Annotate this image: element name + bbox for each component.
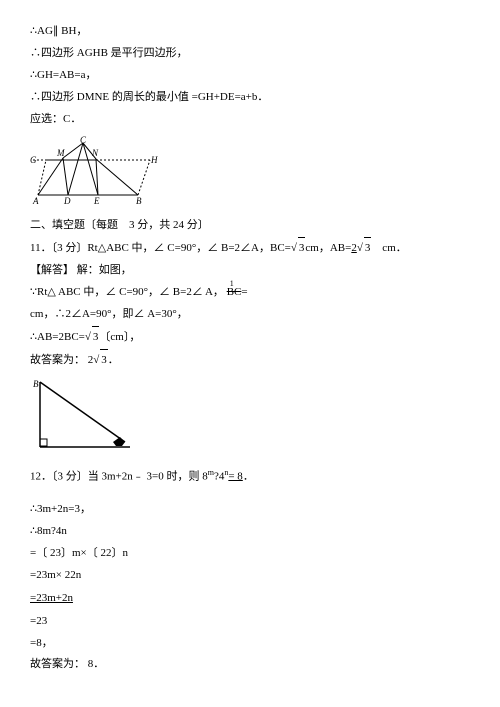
fig1-label-C: C bbox=[80, 135, 87, 145]
sol11-head: 【解答】 解：如图， bbox=[30, 260, 470, 281]
section-2-title: 二、填空题〔每题 3 分，共 24 分〕 bbox=[30, 215, 470, 236]
q11-text: 11．〔3 分〕Rt△ABC 中，∠ C=90°，∠ B=2∠A，BC=3cm，… bbox=[30, 237, 470, 259]
fig1-label-M: M bbox=[56, 148, 65, 158]
sol12-l2: ∴8m?4n bbox=[30, 521, 470, 542]
figure-parallelogram: G C M N H A D E B bbox=[30, 135, 470, 205]
q12-answer: = 8 bbox=[228, 470, 242, 482]
proof-answer: 应选：C． bbox=[30, 109, 470, 130]
q11-mid: cm，AB= bbox=[305, 242, 351, 254]
figure-right-triangle: B bbox=[30, 377, 470, 457]
q11-answer-blank: 23 bbox=[351, 242, 371, 254]
sol11-l4a: 故答案为： 2 bbox=[30, 354, 93, 366]
sol12-l4: =23m× 22n bbox=[30, 565, 470, 586]
q11-ans-sqrt3: 3 bbox=[364, 237, 372, 259]
sol11-l4b: 3 bbox=[100, 349, 108, 371]
proof-line-4: ∴四边形 DMNE 的周长的最小值 =GH+DE=a+b． bbox=[30, 87, 470, 108]
fig1-label-G: G bbox=[30, 155, 37, 165]
sol11-bc-struck: 1BC bbox=[227, 282, 242, 303]
sol12-l8: 故答案为： 8． bbox=[30, 654, 470, 675]
sol11-l2: cm，∴2∠A=90°，即∠ A=30°， bbox=[30, 304, 470, 325]
q11-sqrt-bc: 3 bbox=[298, 237, 306, 259]
sol12-l6: =23 bbox=[30, 611, 470, 632]
fig2-label-B: B bbox=[33, 379, 39, 389]
q12-lead: 12．〔3 分〕当 3m+2n﹣ 3=0 时，则 8 bbox=[30, 470, 208, 482]
fig1-label-A: A bbox=[32, 196, 39, 205]
proof-line-3: ∴GH=AB=a， bbox=[30, 65, 470, 86]
sol12-l5: =23m+2n bbox=[30, 588, 73, 609]
fig1-label-E: E bbox=[93, 196, 100, 205]
q11-tail: cm． bbox=[371, 242, 406, 254]
sol11-l1: ∵Rt△ ABC 中，∠ C=90°，∠ B=2∠ A， 1BC= bbox=[30, 282, 470, 303]
sol11-l4c: ． bbox=[108, 354, 119, 366]
sol12-l1: ∴3m+2n=3， bbox=[30, 499, 470, 520]
sol12-l3: =〔 23〕m×〔 22〕n bbox=[30, 543, 470, 564]
fig1-label-B: B bbox=[136, 196, 142, 205]
q12-text: 12．〔3 分〕当 3m+2n﹣ 3=0 时，则 8m?4n= 8． bbox=[30, 465, 470, 488]
sol11-l3c: 〔cm〕， bbox=[99, 331, 140, 343]
sol11-l3b: 3 bbox=[92, 326, 100, 348]
proof-line-2: ∴四边形 AGHB 是平行四边形， bbox=[30, 43, 470, 64]
proof-line-1: ∴AG∥ BH， bbox=[30, 21, 470, 42]
sol11-l4: 故答案为： 2 3． bbox=[30, 349, 470, 371]
sol12-l7: =8， bbox=[30, 633, 470, 654]
fig1-label-H: H bbox=[150, 155, 158, 165]
fig1-label-N: N bbox=[91, 148, 99, 158]
sol11-l3: ∴AB=2BC= 3〔cm〕， bbox=[30, 326, 470, 348]
sol11-l3a: ∴AB=2BC= bbox=[30, 331, 85, 343]
q11-lead: 11．〔3 分〕Rt△ABC 中，∠ C=90°，∠ B=2∠A，BC= bbox=[30, 242, 291, 254]
fig1-label-D: D bbox=[63, 196, 71, 205]
q12-tail: ． bbox=[243, 470, 254, 482]
sol11-l1c: = bbox=[241, 286, 247, 298]
sol11-l1a: ∵Rt△ ABC 中，∠ C=90°，∠ B=2∠ A， bbox=[30, 286, 224, 298]
q12-mid: ?4 bbox=[214, 470, 224, 482]
